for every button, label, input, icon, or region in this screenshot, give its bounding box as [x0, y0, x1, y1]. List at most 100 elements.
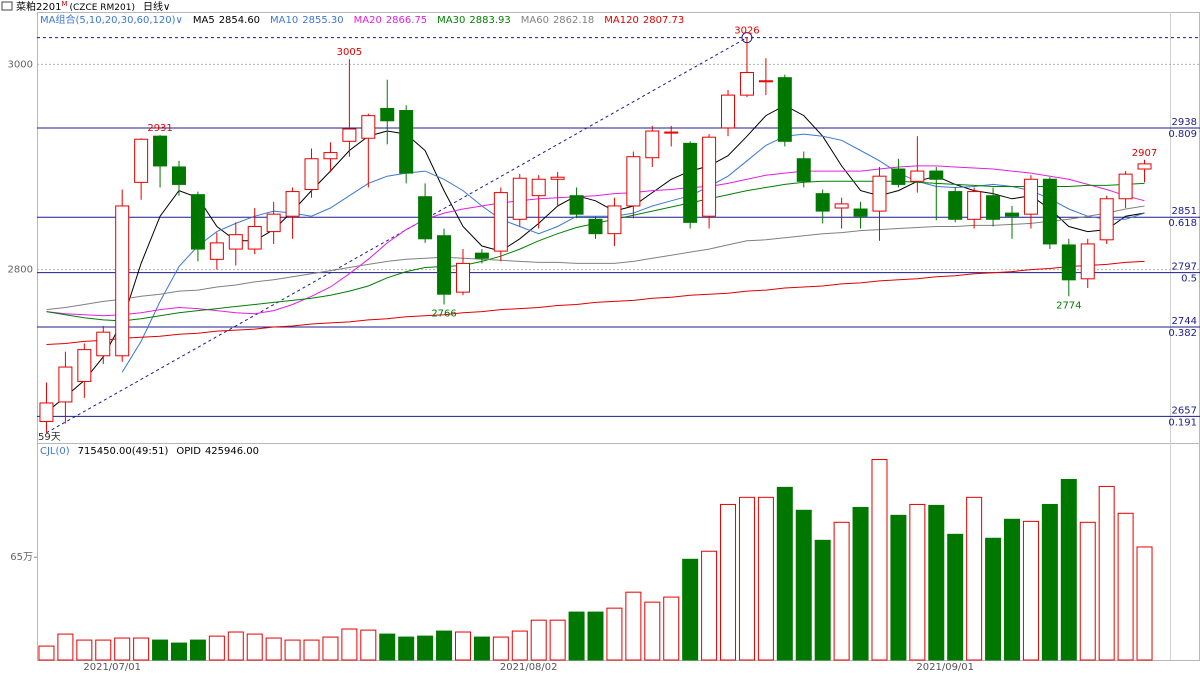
- volume-bar: [360, 629, 377, 661]
- candle-body: [493, 192, 508, 252]
- candle-body: [1023, 178, 1038, 215]
- candle-body: [645, 130, 660, 159]
- volume-bar: [473, 636, 490, 661]
- candle-body: [531, 178, 546, 197]
- volume-bar: [1041, 503, 1058, 661]
- candle-body: [569, 195, 584, 215]
- candle-body: [1118, 173, 1133, 200]
- volume-bar: [663, 596, 680, 661]
- candle-body: [304, 158, 319, 191]
- fib-value-label: 2851: [1172, 206, 1197, 217]
- volume-bar: [1079, 521, 1096, 661]
- volume-bar: [985, 537, 1002, 661]
- fib-ratio-label: 0.382: [1168, 328, 1197, 339]
- legend-value: 2866.75: [386, 15, 427, 26]
- volume-bar: [682, 558, 699, 661]
- volume-bar: [757, 496, 774, 661]
- candle-body: [872, 175, 887, 212]
- volume-bar: [492, 636, 509, 661]
- candle-body: [228, 234, 243, 250]
- candle-body: [474, 252, 489, 259]
- candle-body: [834, 203, 849, 209]
- legend-value: 2883.93: [469, 15, 510, 26]
- volume-bar: [284, 639, 301, 661]
- ma-line: [46, 260, 1145, 345]
- volume-bar: [95, 639, 112, 661]
- candle-body: [1099, 198, 1114, 241]
- candle-body: [777, 77, 792, 142]
- candle-body: [247, 225, 262, 250]
- volume-bar: [208, 635, 225, 661]
- candle-body: [853, 208, 868, 217]
- y-tick-label: 2800: [8, 265, 33, 276]
- candle-body: [323, 152, 338, 160]
- period-dropdown[interactable]: ∨: [163, 2, 170, 13]
- volume-bar: [76, 639, 93, 661]
- volume-bar: [152, 639, 169, 661]
- volume-bar: [625, 591, 642, 661]
- header: 菜粕2201M (CZCE RM201) 日线∨: [16, 0, 170, 13]
- candle-body: [437, 235, 452, 295]
- menu-icon[interactable]: [1, 1, 13, 11]
- high-label: 2907: [1132, 148, 1157, 159]
- candle-body: [512, 177, 527, 220]
- candle-body: [190, 194, 205, 250]
- legend-name: MA120: [604, 15, 639, 26]
- candle-body: [342, 128, 357, 142]
- volume-bar: [227, 631, 244, 661]
- candle-body: [910, 170, 925, 182]
- volume-bar: [644, 601, 661, 661]
- candle-body: [702, 136, 717, 217]
- candle-body: [399, 110, 414, 174]
- volume-bar: [606, 607, 623, 661]
- ma-line: [46, 205, 1145, 311]
- candle-body: [739, 72, 754, 96]
- volume-bar: [947, 533, 964, 661]
- fib-ratio-label: 0.191: [1168, 417, 1197, 428]
- candle-body: [683, 142, 698, 223]
- high-label: 3005: [337, 47, 362, 58]
- candle-body: [418, 196, 433, 240]
- legend-name: MA60: [521, 15, 549, 26]
- legend-name: MA10: [270, 15, 298, 26]
- volume-bar: [1004, 518, 1021, 661]
- menu-icon-box[interactable]: [1, 1, 13, 11]
- low-label: 2774: [1056, 300, 1081, 311]
- candle-body: [380, 107, 395, 122]
- volume-bar: [701, 550, 718, 661]
- y-tick-label: 3000: [8, 59, 33, 70]
- volume-bar: [511, 630, 528, 661]
- candle-body: [948, 191, 963, 220]
- volume-bar: [303, 639, 320, 661]
- candle-body: [96, 331, 111, 357]
- candle-body: [455, 262, 470, 293]
- volume-bar: [814, 539, 831, 661]
- volume-bar: [379, 633, 396, 661]
- volume-bar: [852, 506, 869, 661]
- legend-value: 2854.60: [219, 15, 260, 26]
- volume-bar: [909, 503, 926, 661]
- volume-bar: [170, 642, 187, 661]
- x-tick-label: 2021/09/01: [916, 662, 974, 673]
- x-tick-label: 2021/07/01: [83, 662, 141, 673]
- candle-body: [929, 170, 944, 180]
- period[interactable]: 日线: [143, 0, 163, 13]
- volume-bar: [114, 637, 131, 661]
- candle-body: [1042, 178, 1057, 245]
- volume-bar: [398, 636, 415, 661]
- opid-value: 425946.00: [205, 446, 259, 457]
- volume-bar: [530, 619, 547, 661]
- candle-body: [550, 176, 565, 180]
- candle-body: [1061, 244, 1076, 281]
- legend-dropdown[interactable]: ∨: [176, 15, 183, 26]
- candle-body: [607, 205, 622, 235]
- fib-trend-line: [46, 37, 748, 434]
- volume-bar: [549, 619, 566, 661]
- superscript: M: [61, 0, 67, 8]
- legend-title[interactable]: MA组合(5,10,20,30,60,120): [40, 13, 176, 26]
- fib-value-label: 2797: [1172, 262, 1197, 273]
- legend-value: 2855.30: [302, 15, 343, 26]
- volume-bar: [1098, 485, 1115, 661]
- volume-bar: [57, 633, 74, 661]
- volume-bar: [38, 645, 55, 661]
